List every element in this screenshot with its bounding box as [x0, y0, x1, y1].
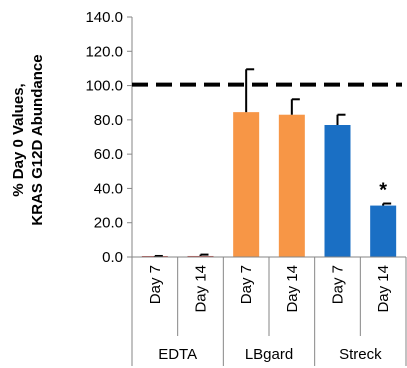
- bar: [278, 114, 305, 257]
- y-tick-label: 80.0: [94, 112, 123, 129]
- x-category-label: Day 7: [330, 265, 347, 304]
- y-axis: 0.0 20.0 40.0 60.0 80.0 100.0 120.0 140.0: [85, 9, 133, 266]
- y-tick-label: 120.0: [85, 43, 123, 60]
- bar: [370, 205, 397, 257]
- y-tick-label: 0.0: [102, 249, 123, 266]
- y-tick-label: 40.0: [94, 180, 123, 197]
- y-tick-label: 20.0: [94, 215, 123, 232]
- x-category-label: Day 14: [193, 265, 210, 313]
- y-axis-label-line-2: KRAS G12D Abundance: [29, 54, 46, 225]
- y-tick-label: 100.0: [85, 78, 123, 95]
- bar: [324, 125, 351, 257]
- x-category-label: Day 7: [238, 265, 255, 304]
- x-axis: Day 7 Day 14 EDTA Day 7 Day 14 LBgard Day 7 Day…: [131, 256, 407, 366]
- bar: [233, 112, 260, 258]
- y-axis-label-line-1: % Day 0 Values,: [10, 83, 27, 196]
- x-category-label: Day 14: [284, 265, 301, 313]
- x-category-label: Day 14: [375, 265, 392, 313]
- bar: [187, 255, 214, 257]
- x-category-label: Day 7: [147, 265, 164, 304]
- y-tick-label: 140.0: [85, 9, 123, 26]
- bars: *: [141, 68, 397, 258]
- y-tick-label: 60.0: [94, 146, 123, 163]
- x-group-label: LBgard: [245, 346, 293, 363]
- y-axis-label: % Day 0 Values, KRAS G12D Abundance: [10, 54, 46, 225]
- x-group-label: EDTA: [158, 346, 197, 363]
- significance-marker: *: [379, 180, 387, 202]
- x-group-label: Streck: [339, 346, 382, 363]
